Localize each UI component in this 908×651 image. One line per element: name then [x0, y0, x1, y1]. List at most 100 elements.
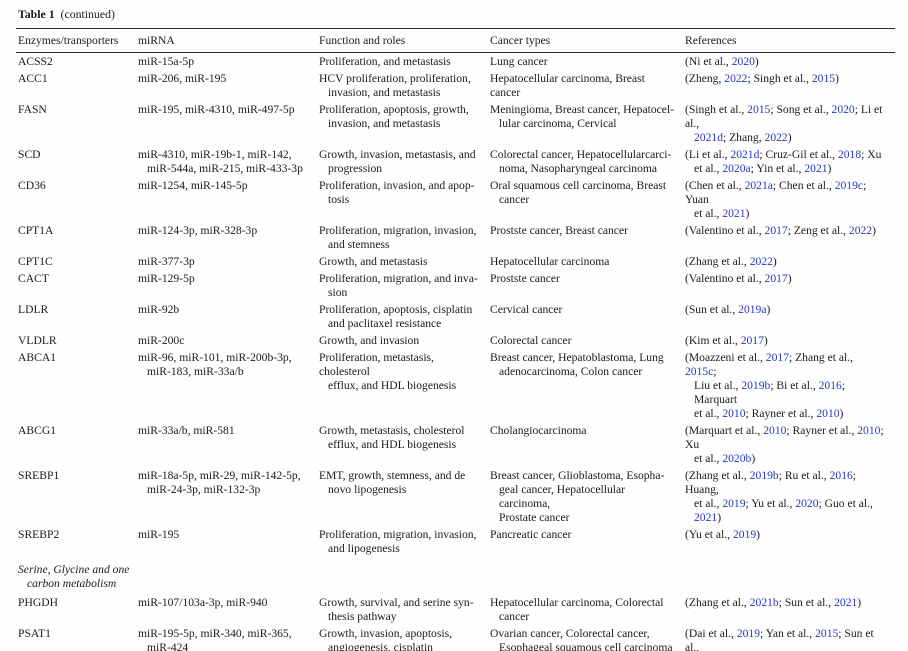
citation-link[interactable]: 2019: [732, 528, 757, 541]
mirna-cell: miR-195-5p, miR-340, miR-365, miR-424: [138, 627, 292, 651]
mirna-cell: miR-107/103a-3p, miR-940: [138, 596, 268, 609]
citation-link[interactable]: 2021: [722, 207, 746, 220]
cancer-cell: Prostste cancer, Breast cancer: [490, 224, 628, 237]
citation-link[interactable]: 2010: [763, 424, 787, 437]
mirna-cell: miR-200c: [138, 334, 185, 347]
mirna-cell: miR-129-5p: [138, 272, 195, 285]
citation-link[interactable]: 2018: [837, 148, 862, 161]
references-cell: (Li et al., 2021d; Cruz-Gil et al., 2018…: [685, 148, 882, 175]
references-cell: (Zhang et al., 2019b; Ru et al., 2016; H…: [685, 469, 873, 524]
citation-link[interactable]: 2017: [764, 224, 788, 237]
citation-link[interactable]: 2017: [764, 272, 788, 285]
references-cell: (Chen et al., 2021a; Chen et al., 2019c;…: [685, 179, 867, 220]
citation-link[interactable]: 2022: [724, 72, 748, 85]
citation-link[interactable]: 2020: [795, 497, 819, 510]
table-row: LDLR miR-92b Proliferation, apoptosis, cis…: [16, 301, 895, 332]
cancer-cell: Prostste cancer: [490, 272, 560, 285]
citation-link[interactable]: 2015: [811, 72, 836, 85]
citation-link[interactable]: 2021d: [694, 131, 723, 144]
citation-link[interactable]: 2019: [722, 497, 746, 510]
table-caption-label: Table 1: [18, 7, 55, 21]
table-caption-continued: continued): [64, 7, 115, 21]
citation-link[interactable]: 2019b: [741, 379, 771, 392]
citation-link[interactable]: 2016: [818, 379, 842, 392]
function-cell: Growth, invasion, apoptosis, angiogenesis…: [319, 627, 452, 651]
table-row: CPT1A miR-124-3p, miR-328-3p Proliferation…: [16, 222, 895, 253]
citation-link[interactable]: 2016: [829, 469, 853, 482]
citation-link[interactable]: 2020b: [722, 452, 752, 465]
references-cell: (Kim et al., 2017): [685, 334, 768, 347]
references-cell: (Valentino et al., 2017; Zeng et al., 20…: [685, 224, 876, 237]
function-cell: Proliferation, apoptosis, growth, invasio…: [319, 103, 469, 130]
citation-link[interactable]: 2019a: [738, 303, 767, 316]
citation-link[interactable]: 2020a: [722, 162, 751, 175]
citation-link[interactable]: 2020: [831, 103, 855, 116]
citation-link[interactable]: 2010: [722, 407, 746, 420]
citation-link[interactable]: 2022: [764, 131, 788, 144]
table-row: ACC1 miR-206, miR-195 HCV proliferation, p…: [16, 70, 895, 101]
citation-link[interactable]: 2017: [765, 351, 789, 364]
citation-link[interactable]: 2015: [747, 103, 771, 116]
function-cell: Proliferation, migration, invasion, and s…: [319, 224, 477, 251]
citation-link[interactable]: 2022: [848, 224, 873, 237]
col-header-references: References: [683, 28, 895, 53]
citation-link[interactable]: 2019c: [834, 179, 864, 192]
function-cell: Proliferation, invasion, and apop-tosis: [319, 179, 475, 206]
enzyme-cell: CD36: [18, 179, 46, 192]
mirna-cell: miR-1254, miR-145-5p: [138, 179, 248, 192]
enzyme-cell: CPT1A: [18, 224, 54, 237]
function-cell: Proliferation, migration, invasion, and l…: [319, 528, 477, 555]
citation-link[interactable]: 2021: [694, 511, 718, 524]
cancer-cell: Colorectal cancer: [490, 334, 572, 347]
table-caption: Table 1 (continued): [18, 7, 895, 21]
cancer-cell: Cervical cancer: [490, 303, 563, 316]
cancer-cell: Hepatocellular carcinoma, Breast cancer: [490, 72, 645, 99]
citation-link[interactable]: 2017: [740, 334, 764, 347]
table-row: PHGDH miR-107/103a-3p, miR-940 Growth, sur…: [16, 594, 895, 625]
mirna-cell: miR-195: [138, 528, 180, 541]
col-header-mirna: miRNA: [136, 28, 317, 53]
mirna-cell: miR-18a-5p, miR-29, miR-142-5p, miR-24-3p…: [138, 469, 301, 496]
enzyme-cell: SCD: [18, 148, 41, 161]
citation-link[interactable]: 2021d: [730, 148, 760, 161]
mirna-cell: miR-124-3p, miR-328-3p: [138, 224, 258, 237]
citation-link[interactable]: 2021a: [744, 179, 773, 192]
citation-link[interactable]: 2022: [749, 255, 773, 268]
col-header-enzymes: Enzymes/transporters: [16, 28, 136, 53]
references-cell: (Zhang et al., 2021b; Sun et al., 2021): [685, 596, 862, 609]
references-cell: (Zheng, 2022; Singh et al., 2015): [685, 72, 839, 85]
enzyme-cell: CACT: [18, 272, 49, 285]
header-row: Enzymes/transporters miRNA Function and …: [16, 28, 895, 53]
table-row: CD36 miR-1254, miR-145-5p Proliferation, i…: [16, 177, 895, 222]
citation-link[interactable]: 2021: [834, 596, 858, 609]
table-row: SCD miR-4310, miR-19b-1, miR-142, miR-544a…: [16, 146, 895, 177]
citation-link[interactable]: 2020: [731, 55, 755, 68]
function-cell: EMT, growth, stemness, and de novo lipoge…: [319, 469, 466, 496]
function-cell: Growth, metastasis, cholesterol efflux, a…: [319, 424, 465, 451]
function-cell: Growth, invasion, metastasis, and progres…: [319, 148, 476, 175]
citation-link[interactable]: 2019: [736, 627, 761, 640]
enzyme-cell: SREBP2: [18, 528, 60, 541]
mirna-cell: miR-4310, miR-19b-1, miR-142, miR-544a, m…: [138, 148, 303, 175]
enzyme-cell: PHGDH: [18, 596, 58, 609]
citation-link[interactable]: 2010: [857, 424, 881, 437]
citation-link[interactable]: 2015: [815, 627, 839, 640]
citation-link[interactable]: 2010: [816, 407, 840, 420]
mirna-cell: miR-15a-5p: [138, 55, 195, 68]
citation-link[interactable]: 2015c: [685, 365, 714, 378]
function-cell: HCV proliferation, proliferation, invasio…: [319, 72, 471, 99]
col-header-function: Function and roles: [317, 28, 488, 53]
table-row: PSAT1 miR-195-5p, miR-340, miR-365, miR-42…: [16, 625, 895, 651]
citation-link[interactable]: 2021b: [749, 596, 779, 609]
citation-link[interactable]: 2021: [804, 162, 828, 175]
references-cell: (Dai et al., 2019; Yan et al., 2015; Sun…: [685, 627, 874, 651]
function-cell: Proliferation, metastasis, cholesterol ef…: [319, 351, 457, 392]
mirna-metabolism-table: Enzymes/transporters miRNA Function and …: [16, 28, 895, 651]
enzyme-cell: SREBP1: [18, 469, 60, 482]
enzyme-cell: ABCA1: [18, 351, 57, 364]
section-row: Serine, Glycine and one carbon metabolism: [16, 557, 895, 594]
mirna-cell: miR-195, miR-4310, miR-497-5p: [138, 103, 295, 116]
citation-link[interactable]: 2019b: [749, 469, 779, 482]
function-cell: Proliferation, migration, and inva-sion: [319, 272, 478, 299]
